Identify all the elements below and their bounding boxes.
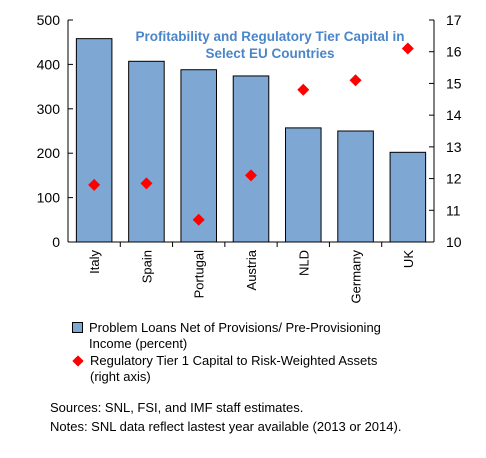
marker-italy: [88, 178, 101, 191]
marker-series: [88, 42, 414, 226]
left-tick-label-400: 400: [37, 56, 61, 72]
legend-bar-label: Problem Loans Net of Provisions/ Pre-Pro…: [89, 320, 381, 352]
legend: Problem Loans Net of Provisions/ Pre-Pro…: [72, 320, 472, 386]
left-tick-label-100: 100: [37, 190, 61, 206]
data-note: Notes: SNL data reflect lastest year ava…: [50, 419, 402, 434]
bar-uk: [389, 151, 427, 243]
chart: 0 100 200 300 400 500 10 11 12 13 14 15 16 17 Italy S…: [37, 12, 462, 303]
category-labels: Italy Spain Portugal Austria NLD Germany UK: [87, 249, 416, 303]
right-tick-label-17: 17: [446, 12, 462, 28]
bar-germany: [337, 130, 374, 243]
legend-bar-label-line-1: Problem Loans Net of Provisions/ Pre-Pro…: [89, 320, 381, 335]
bar-swatch-icon: [72, 322, 83, 333]
bar-nld: [285, 127, 322, 243]
x-label-uk: UK: [401, 250, 416, 268]
left-tick-label-0: 0: [52, 234, 60, 250]
marker-uk: [401, 42, 414, 55]
legend-marker-label: Regulatory Tier 1 Capital to Risk-Weight…: [90, 353, 377, 385]
left-tick-label-500: 500: [37, 12, 61, 28]
marker-portugal: [192, 213, 205, 226]
chart-svg: 0 100 200 300 400 500 10 11 12 13 14 15 16 17 Italy S…: [37, 12, 462, 303]
x-label-italy: Italy: [87, 250, 102, 274]
legend-item-markers: Regulatory Tier 1 Capital to Risk-Weight…: [72, 353, 472, 385]
legend-marker-label-line-2: (right axis): [90, 369, 151, 384]
right-tick-label-12: 12: [446, 171, 462, 187]
chart-title-line-2: Select EU Countries: [205, 46, 334, 61]
right-tick-label-16: 16: [446, 44, 462, 60]
right-tick-label-13: 13: [446, 139, 462, 155]
left-axis-ticks: 0 100 200 300 400 500: [37, 12, 73, 250]
bar-spain: [128, 60, 165, 243]
right-tick-label-15: 15: [446, 75, 462, 91]
x-label-austria: Austria: [244, 249, 259, 290]
chart-title: Profitability and Regulatory Tier Capita…: [135, 29, 404, 61]
x-label-germany: Germany: [349, 250, 364, 304]
sources-note: Sources: SNL, FSI, and IMF staff estimat…: [50, 400, 304, 415]
chart-title-line-1: Profitability and Regulatory Tier Capita…: [135, 29, 404, 44]
right-tick-label-14: 14: [446, 107, 462, 123]
x-label-nld: NLD: [296, 250, 311, 276]
right-tick-label-11: 11: [446, 202, 461, 218]
bar-series: [75, 38, 427, 243]
legend-bar-label-line-2: Income (percent): [89, 336, 188, 351]
axes: [67, 20, 435, 247]
right-axis-ticks: 10 11 12 13 14 15 16 17: [429, 12, 462, 250]
legend-marker-label-line-1: Regulatory Tier 1 Capital to Risk-Weight…: [90, 353, 378, 368]
x-label-portugal: Portugal: [192, 250, 207, 299]
right-tick-label-10: 10: [446, 234, 462, 250]
left-tick-label-300: 300: [37, 101, 61, 117]
legend-item-bars: Problem Loans Net of Provisions/ Pre-Pro…: [72, 320, 472, 352]
left-tick-label-200: 200: [37, 145, 61, 161]
diamond-marker-icon: [72, 355, 84, 367]
bar-italy: [75, 38, 113, 243]
marker-nld: [297, 83, 310, 96]
marker-germany: [349, 74, 362, 87]
bar-portugal: [180, 69, 217, 243]
marker-spain: [140, 177, 153, 190]
marker-austria: [245, 169, 257, 182]
bar-austria: [232, 75, 270, 243]
x-label-spain: Spain: [139, 250, 154, 283]
footnotes: Sources: SNL, FSI, and IMF staff estimat…: [50, 398, 480, 436]
